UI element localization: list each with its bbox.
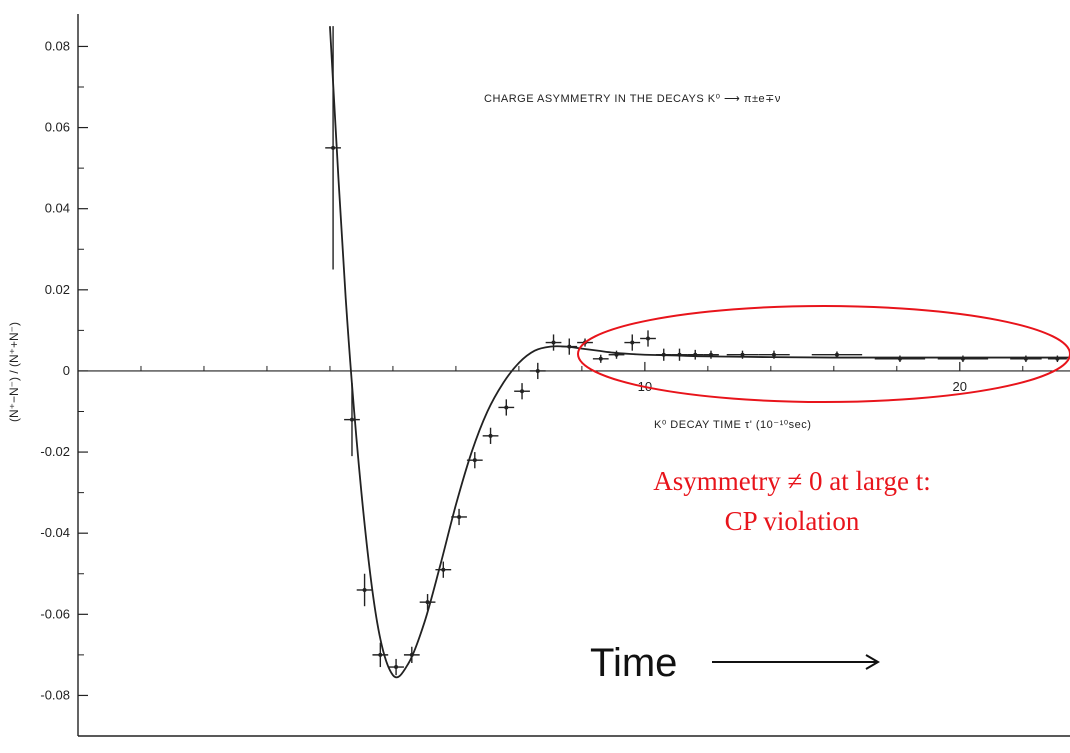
data-point: [451, 508, 467, 526]
data-point: [655, 348, 672, 361]
data-point: [561, 338, 578, 355]
y-tick-label: -0.02: [40, 444, 70, 459]
data-point: [356, 573, 373, 607]
y-tick-label: 0.04: [45, 201, 70, 216]
data-point: [811, 351, 863, 358]
data-point: [592, 354, 609, 363]
time-arrow-icon: [712, 654, 880, 670]
data-point: [419, 594, 436, 611]
point-marker: [409, 652, 414, 657]
point-marker: [897, 356, 902, 361]
axes-group: [77, 14, 1070, 737]
data-point: [703, 350, 719, 359]
data-points-group: [325, 26, 1067, 676]
point-marker: [535, 368, 540, 373]
data-point: [514, 383, 530, 400]
point-marker: [1055, 356, 1060, 361]
point-marker: [504, 405, 509, 410]
y-tick-label: 0.08: [45, 38, 70, 53]
y-tick-label: 0: [63, 363, 70, 378]
point-marker: [693, 352, 698, 357]
y-tick-label: -0.08: [40, 687, 70, 702]
point-marker: [771, 352, 776, 357]
data-point: [388, 658, 404, 676]
data-point: [435, 561, 452, 578]
x-axis-label: K⁰ DECAY TIME τ' (10⁻¹⁰sec): [654, 419, 811, 431]
data-point: [937, 355, 989, 363]
point-marker: [472, 458, 477, 463]
y-axis-label: (N⁺−N⁻) / (N⁺+N⁻): [7, 322, 21, 422]
data-point: [344, 383, 360, 457]
data-point: [498, 399, 515, 416]
chart-title: CHARGE ASYMMETRY IN THE DECAYS K⁰ ⟶ π±e∓…: [484, 93, 781, 105]
point-marker: [598, 356, 603, 361]
data-point: [874, 355, 926, 363]
fit-curve: [329, 26, 1070, 679]
data-point: [608, 350, 625, 359]
data-point: [545, 334, 562, 351]
point-marker: [488, 433, 493, 438]
point-marker: [834, 352, 839, 357]
point-marker: [441, 567, 446, 572]
data-point: [671, 348, 688, 361]
point-marker: [394, 665, 399, 670]
y-tick-label: -0.04: [40, 525, 70, 540]
data-point: [1010, 355, 1042, 363]
data-point: [529, 362, 546, 380]
data-point: [325, 26, 341, 270]
highlight-ellipse: [577, 305, 1070, 403]
time-label: Time: [590, 641, 677, 685]
data-point: [640, 330, 656, 347]
point-marker: [349, 417, 354, 422]
point-marker: [646, 336, 651, 341]
data-point: [624, 334, 641, 351]
data-point: [687, 349, 704, 360]
annotation-cp-line-2: CP violation: [725, 506, 860, 536]
point-marker: [1023, 356, 1028, 361]
point-marker: [457, 514, 462, 519]
point-marker: [661, 352, 666, 357]
y-tick-label: 0.06: [45, 120, 70, 135]
data-point: [403, 646, 420, 663]
point-marker: [378, 652, 383, 657]
point-marker: [551, 340, 556, 345]
point-marker: [567, 344, 572, 349]
point-marker: [708, 352, 713, 357]
fit-curve-group: [329, 26, 1070, 679]
data-point: [372, 642, 389, 668]
point-marker: [677, 352, 682, 357]
point-marker: [520, 389, 525, 394]
data-point: [1047, 355, 1067, 363]
y-tick-label: -0.06: [40, 606, 70, 621]
point-marker: [960, 356, 965, 361]
point-marker: [614, 352, 619, 357]
y-tick-label: 0.02: [45, 282, 70, 297]
point-marker: [630, 340, 635, 345]
data-point: [758, 350, 790, 359]
annotation-cp-line-1: Asymmetry ≠ 0 at large t:: [653, 466, 931, 496]
point-marker: [362, 587, 367, 592]
point-marker: [740, 352, 745, 357]
data-point: [726, 350, 759, 359]
point-marker: [331, 145, 336, 150]
x-tick-label: 20: [953, 379, 967, 394]
data-point: [466, 452, 483, 469]
data-point: [482, 427, 499, 444]
point-marker: [425, 600, 430, 605]
